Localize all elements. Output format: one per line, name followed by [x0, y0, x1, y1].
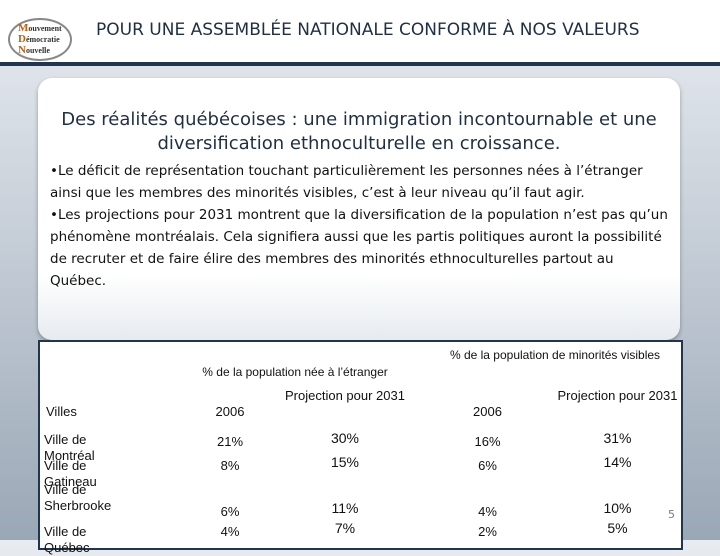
column-header: 2006	[215, 404, 245, 419]
table-cell: 8%	[220, 458, 240, 473]
table-cell: 10%	[603, 500, 632, 516]
group-header: % de la population de minorités visibles	[449, 348, 661, 362]
heading: Des réalités québécoises : une immigrati…	[61, 109, 657, 154]
table-cell: 31%	[603, 430, 632, 446]
row-label: Ville de Montréal	[44, 432, 95, 463]
header: Mouvement Démocratie Nouvelle POUR UNE A…	[0, 0, 720, 66]
logo-line: Démocratie	[18, 33, 60, 45]
column-header: 2006	[473, 404, 502, 419]
column-header: Projection pour 2031	[557, 388, 678, 403]
table-cell: 16%	[474, 434, 501, 449]
bullet: •Le déficit de représentation touchant p…	[50, 163, 643, 201]
table-cell: 4%	[478, 504, 497, 519]
row-label: Ville de Québec	[44, 524, 90, 555]
table-cell: 21%	[216, 434, 244, 449]
page-number: 5	[668, 508, 675, 521]
table-cell: 4%	[220, 524, 240, 539]
logo-line: Mouvement	[18, 22, 62, 34]
table-cell: 14%	[603, 454, 632, 470]
table-cell: 7%	[334, 520, 356, 536]
table-cell: 15%	[330, 454, 360, 470]
table-cell: 11%	[331, 500, 359, 516]
table: % de la population née à l’étranger % de …	[38, 340, 683, 555]
group-header: % de la population née à l’étranger	[202, 365, 388, 379]
table-cell: 5%	[607, 520, 628, 536]
logo: Mouvement Démocratie Nouvelle	[8, 18, 72, 61]
column-header: Villes	[46, 404, 77, 419]
table-cell: 6%	[220, 504, 240, 519]
table-cell: 2%	[478, 524, 497, 539]
text-box: Des réalités québécoises : une immigrati…	[38, 78, 680, 340]
column-header: Projection pour 2031	[285, 388, 405, 403]
title: POUR UNE ASSEMBLÉE NATIONALE CONFORME À …	[96, 20, 640, 40]
row-label: Ville de Sherbrooke	[44, 482, 112, 513]
row-label: Ville de Gatineau	[44, 458, 97, 489]
logo-line: Nouvelle	[18, 44, 50, 56]
table-cell: 6%	[478, 458, 497, 473]
bullet: •Les projections pour 2031 montrent que …	[50, 207, 668, 289]
table-cell: 30%	[330, 430, 360, 446]
